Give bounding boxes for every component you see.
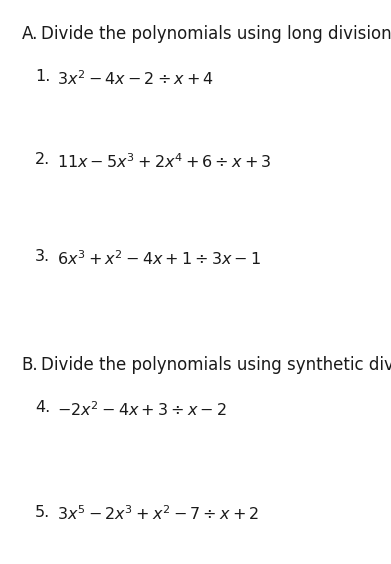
Text: 1.: 1. xyxy=(35,69,50,84)
Text: B.: B. xyxy=(22,356,38,374)
Text: $3x^2 - 4x - 2 \div x + 4$: $3x^2 - 4x - 2 \div x + 4$ xyxy=(57,69,214,87)
Text: 4.: 4. xyxy=(35,400,50,416)
Text: 3.: 3. xyxy=(35,249,50,265)
Text: 5.: 5. xyxy=(35,505,50,520)
Text: 2.: 2. xyxy=(35,152,50,168)
Text: Divide the polynomials using synthetic division.: Divide the polynomials using synthetic d… xyxy=(41,356,391,374)
Text: Divide the polynomials using long division.: Divide the polynomials using long divisi… xyxy=(41,25,391,43)
Text: A.: A. xyxy=(22,25,38,43)
Text: $-2x^2 - 4x + 3 \div x - 2$: $-2x^2 - 4x + 3 \div x - 2$ xyxy=(57,400,226,419)
Text: $3x^5 - 2x^3 + x^2 - 7 \div x + 2$: $3x^5 - 2x^3 + x^2 - 7 \div x + 2$ xyxy=(57,505,259,523)
Text: $11x - 5x^3 + 2x^4 + 6 \div x + 3$: $11x - 5x^3 + 2x^4 + 6 \div x + 3$ xyxy=(57,152,271,171)
Text: $6x^3 + x^2 - 4x + 1 \div 3x - 1$: $6x^3 + x^2 - 4x + 1 \div 3x - 1$ xyxy=(57,249,261,268)
